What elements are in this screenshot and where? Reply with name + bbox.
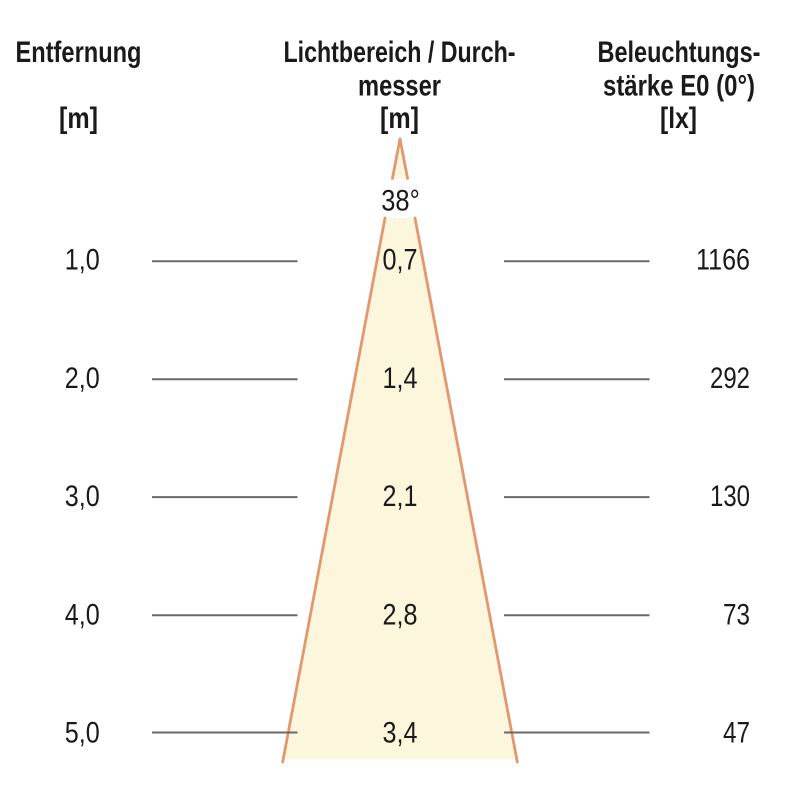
svg-text:3,0: 3,0 (65, 480, 100, 513)
svg-text:38°: 38° (381, 184, 420, 217)
svg-text:messer: messer (358, 70, 441, 103)
svg-text:73: 73 (723, 598, 750, 631)
svg-text:3,4: 3,4 (383, 717, 418, 750)
svg-text:47: 47 (723, 717, 750, 750)
svg-text:4,0: 4,0 (65, 598, 100, 631)
svg-text:2,1: 2,1 (383, 480, 418, 513)
svg-text:[lx]: [lx] (660, 102, 697, 135)
svg-text:1166: 1166 (696, 244, 750, 277)
svg-text:Entfernung: Entfernung (16, 36, 142, 69)
svg-text:[m]: [m] (380, 102, 419, 135)
svg-text:2,0: 2,0 (65, 362, 100, 395)
svg-text:130: 130 (710, 480, 750, 513)
svg-text:292: 292 (710, 362, 750, 395)
svg-text:0,7: 0,7 (383, 244, 418, 277)
svg-text:2,8: 2,8 (383, 598, 418, 631)
svg-text:stärke E0 (0°): stärke E0 (0°) (603, 70, 755, 103)
svg-text:1,4: 1,4 (383, 362, 418, 395)
svg-text:Beleuchtungs-: Beleuchtungs- (598, 36, 761, 69)
svg-text:1,0: 1,0 (65, 244, 100, 277)
svg-text:Lichtbereich / Durch-: Lichtbereich / Durch- (284, 36, 516, 69)
svg-text:5,0: 5,0 (65, 717, 100, 750)
svg-text:[m]: [m] (59, 102, 98, 135)
